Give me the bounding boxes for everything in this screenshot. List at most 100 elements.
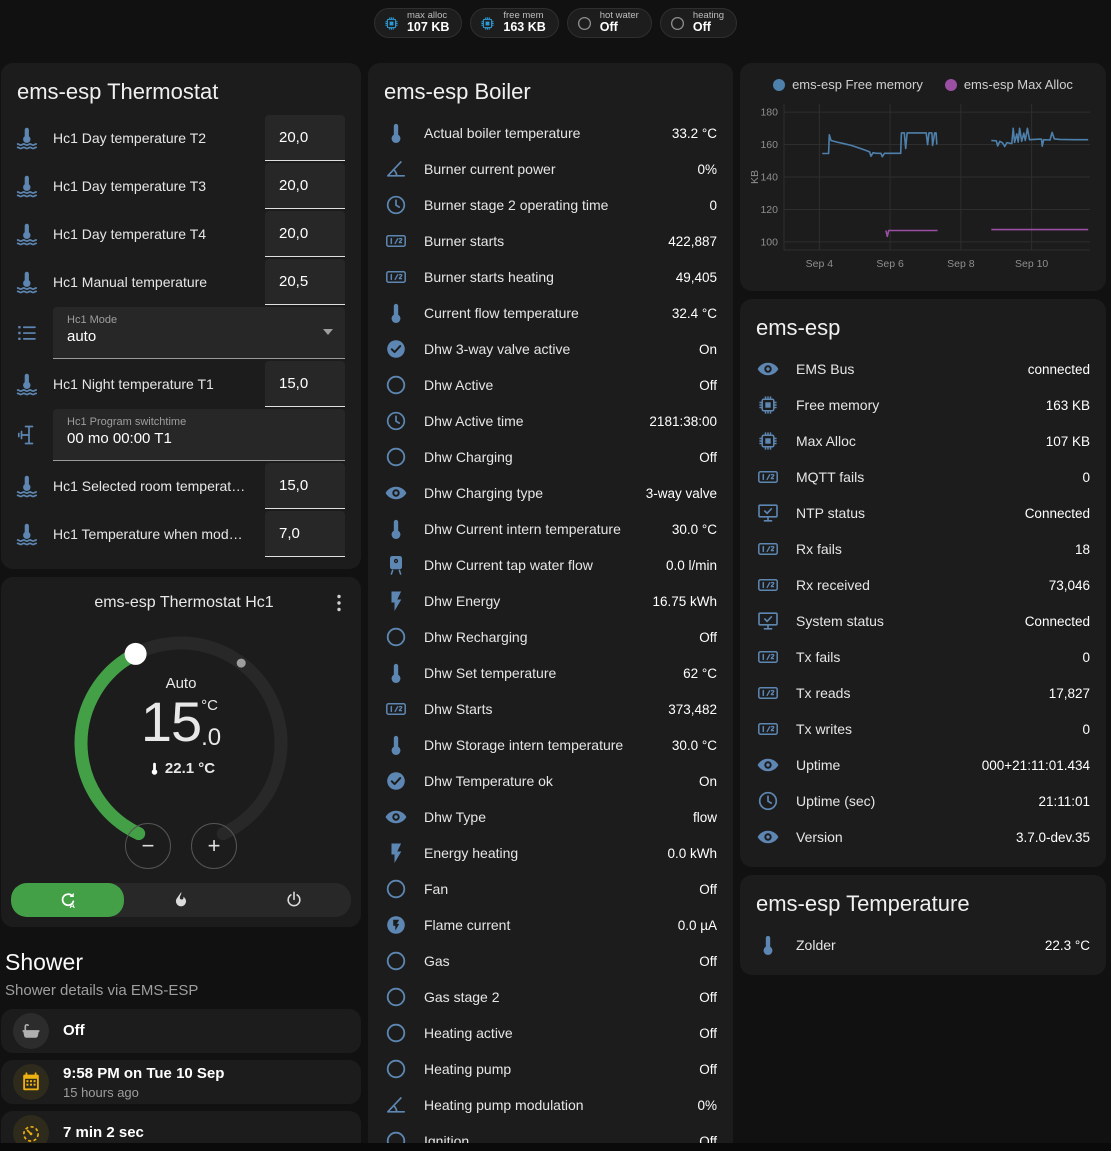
circle-icon xyxy=(384,877,408,901)
entity-row[interactable]: Dhw Recharging Off xyxy=(376,619,717,655)
text-field[interactable]: Hc1 Program switchtime 00 mo 00:00 T1 xyxy=(53,409,345,461)
entity-row[interactable]: Free memory 163 KB xyxy=(748,387,1090,423)
number-input[interactable]: 15,0 xyxy=(265,361,345,407)
select-field[interactable]: Hc1 Mode auto xyxy=(53,307,345,359)
svg-text:Sep 10: Sep 10 xyxy=(1015,258,1048,270)
thermometer-icon xyxy=(384,661,408,685)
entity-row[interactable]: Uptime 000+21:11:01.434 xyxy=(748,747,1090,783)
list-icon xyxy=(15,321,39,345)
number-input[interactable]: 20,0 xyxy=(265,211,345,257)
entity-row[interactable]: Version 3.7.0-dev.35 xyxy=(748,819,1090,855)
entity-row[interactable]: Heating active Off xyxy=(376,1015,717,1051)
config-row: Hc1 Temperature when mod… 7,0 xyxy=(9,511,345,557)
number-input[interactable]: 20,0 xyxy=(265,163,345,209)
entity-row[interactable]: Dhw Charging type 3-way valve xyxy=(376,475,717,511)
badge-heating[interactable]: heating Off xyxy=(659,8,738,38)
entity-row[interactable]: Dhw Energy 16.75 kWh xyxy=(376,583,717,619)
badge-hot-water[interactable]: hot water Off xyxy=(566,8,652,38)
decrease-temperature-button[interactable]: − xyxy=(125,823,171,869)
badge-free-mem[interactable]: free mem 163 KB xyxy=(470,8,559,38)
number-input[interactable]: 20,5 xyxy=(265,259,345,305)
thermometer-icon xyxy=(147,761,162,776)
entity-row[interactable]: Burner starts heating 49,405 xyxy=(376,259,717,295)
check-circle-icon xyxy=(384,769,408,793)
shower-card[interactable]: Off xyxy=(1,1009,361,1053)
more-options-icon[interactable] xyxy=(327,591,351,615)
entity-row[interactable]: Dhw Storage intern temperature 30.0 °C xyxy=(376,727,717,763)
number-input[interactable]: 15,0 xyxy=(265,463,345,509)
number-input[interactable]: 7,0 xyxy=(265,511,345,557)
increase-temperature-button[interactable]: + xyxy=(191,823,237,869)
chip-icon xyxy=(756,393,780,417)
entity-row[interactable]: Burner current power 0% xyxy=(376,151,717,187)
svg-text:Sep 6: Sep 6 xyxy=(876,258,904,270)
column-right: ems-esp Free memory ems-esp Max Alloc 100… xyxy=(740,63,1106,975)
hvac-mode-label: Auto xyxy=(165,675,197,692)
entity-row[interactable]: Tx fails 0 xyxy=(748,639,1090,675)
valve-icon xyxy=(15,423,39,447)
entity-row[interactable]: Actual boiler temperature 33.2 °C xyxy=(376,115,717,151)
entity-row[interactable]: Dhw Set temperature 62 °C xyxy=(376,655,717,691)
entity-row[interactable]: Tx reads 17,827 xyxy=(748,675,1090,711)
emsesp-card-title: ems-esp xyxy=(756,315,841,340)
entity-row[interactable]: Dhw Temperature ok On xyxy=(376,763,717,799)
temperature-rows: Zolder 22.3 °C xyxy=(740,927,1106,975)
current-temp-marker xyxy=(236,658,246,668)
circle-icon xyxy=(384,625,408,649)
column-middle: ems-esp Boiler Actual boiler temperature… xyxy=(368,63,733,1151)
entity-row[interactable]: NTP status Connected xyxy=(748,495,1090,531)
badge-max-alloc[interactable]: max alloc 107 KB xyxy=(373,8,463,38)
entity-row[interactable]: Max Alloc 107 KB xyxy=(748,423,1090,459)
number-input[interactable]: 20,0 xyxy=(265,115,345,161)
entity-row[interactable]: Tx writes 0 xyxy=(748,711,1090,747)
hvac-mode-fire-button[interactable] xyxy=(124,883,237,917)
legend-item[interactable]: ems-esp Max Alloc xyxy=(944,77,1073,92)
svg-text:Sep 8: Sep 8 xyxy=(947,258,975,270)
entity-row[interactable]: Gas stage 2 Off xyxy=(376,979,717,1015)
hvac-mode-power-button[interactable] xyxy=(238,883,351,917)
entity-row[interactable]: Dhw Current tap water flow 0.0 l/min xyxy=(376,547,717,583)
thermostat-dial[interactable]: Auto 15 °C .0 22.1 °C − + xyxy=(61,621,301,869)
entity-row[interactable]: Current flow temperature 32.4 °C xyxy=(376,295,717,331)
entity-row[interactable]: Dhw Charging Off xyxy=(376,439,717,475)
hvac-mode-auto-button[interactable]: A xyxy=(11,883,125,917)
chevron-down-icon xyxy=(323,329,333,335)
legend-item[interactable]: ems-esp Free memory xyxy=(773,77,923,92)
shower-section-header: Shower Shower details via EMS-ESP xyxy=(1,935,361,1001)
shower-title: Shower xyxy=(5,949,83,975)
entity-row[interactable]: Energy heating 0.0 kWh xyxy=(376,835,717,871)
dial-arc xyxy=(74,636,288,841)
entity-row[interactable]: Rx fails 18 xyxy=(748,531,1090,567)
entity-row[interactable]: MQTT fails 0 xyxy=(748,459,1090,495)
entity-row[interactable]: Burner stage 2 operating time 0 xyxy=(376,187,717,223)
entity-row[interactable]: Uptime (sec) 21:11:01 xyxy=(748,783,1090,819)
entity-row[interactable]: System status Connected xyxy=(748,603,1090,639)
circle-icon xyxy=(384,949,408,973)
chart-legend: ems-esp Free memory ems-esp Max Alloc xyxy=(748,77,1098,92)
entity-row[interactable]: Dhw Type flow xyxy=(376,799,717,835)
entity-row[interactable]: Flame current 0.0 µA xyxy=(376,907,717,943)
entity-row[interactable]: EMS Bus connected xyxy=(748,351,1090,387)
entity-row[interactable]: Dhw Active time 2181:38:00 xyxy=(376,403,717,439)
svg-text:KB: KB xyxy=(749,170,761,184)
entity-row[interactable]: Burner starts 422,887 xyxy=(376,223,717,259)
config-row: Hc1 Manual temperature 20,5 xyxy=(9,259,345,305)
entity-row[interactable]: Dhw 3-way valve active On xyxy=(376,331,717,367)
entity-row[interactable]: Dhw Active Off xyxy=(376,367,717,403)
entity-row[interactable]: Fan Off xyxy=(376,871,717,907)
shower-card[interactable]: 9:58 PM on Tue 10 Sep 15 hours ago xyxy=(1,1060,361,1104)
column-left: ems-esp Thermostat Hc1 Day temperature T… xyxy=(1,63,361,1151)
shower-cards: Off 9:58 PM on Tue 10 Sep 15 hours ago 7… xyxy=(1,1009,361,1151)
counter-icon xyxy=(756,573,780,597)
config-row: Hc1 Mode auto xyxy=(9,307,345,359)
circle-icon xyxy=(384,373,408,397)
bottom-edge xyxy=(0,1143,1111,1151)
entity-row[interactable]: Heating pump Off xyxy=(376,1051,717,1087)
entity-row[interactable]: Dhw Starts 373,482 xyxy=(376,691,717,727)
entity-row[interactable]: Heating pump modulation 0% xyxy=(376,1087,717,1123)
clock-icon xyxy=(384,193,408,217)
entity-row[interactable]: Zolder 22.3 °C xyxy=(748,927,1090,963)
entity-row[interactable]: Rx received 73,046 xyxy=(748,567,1090,603)
entity-row[interactable]: Gas Off xyxy=(376,943,717,979)
entity-row[interactable]: Dhw Current intern temperature 30.0 °C xyxy=(376,511,717,547)
